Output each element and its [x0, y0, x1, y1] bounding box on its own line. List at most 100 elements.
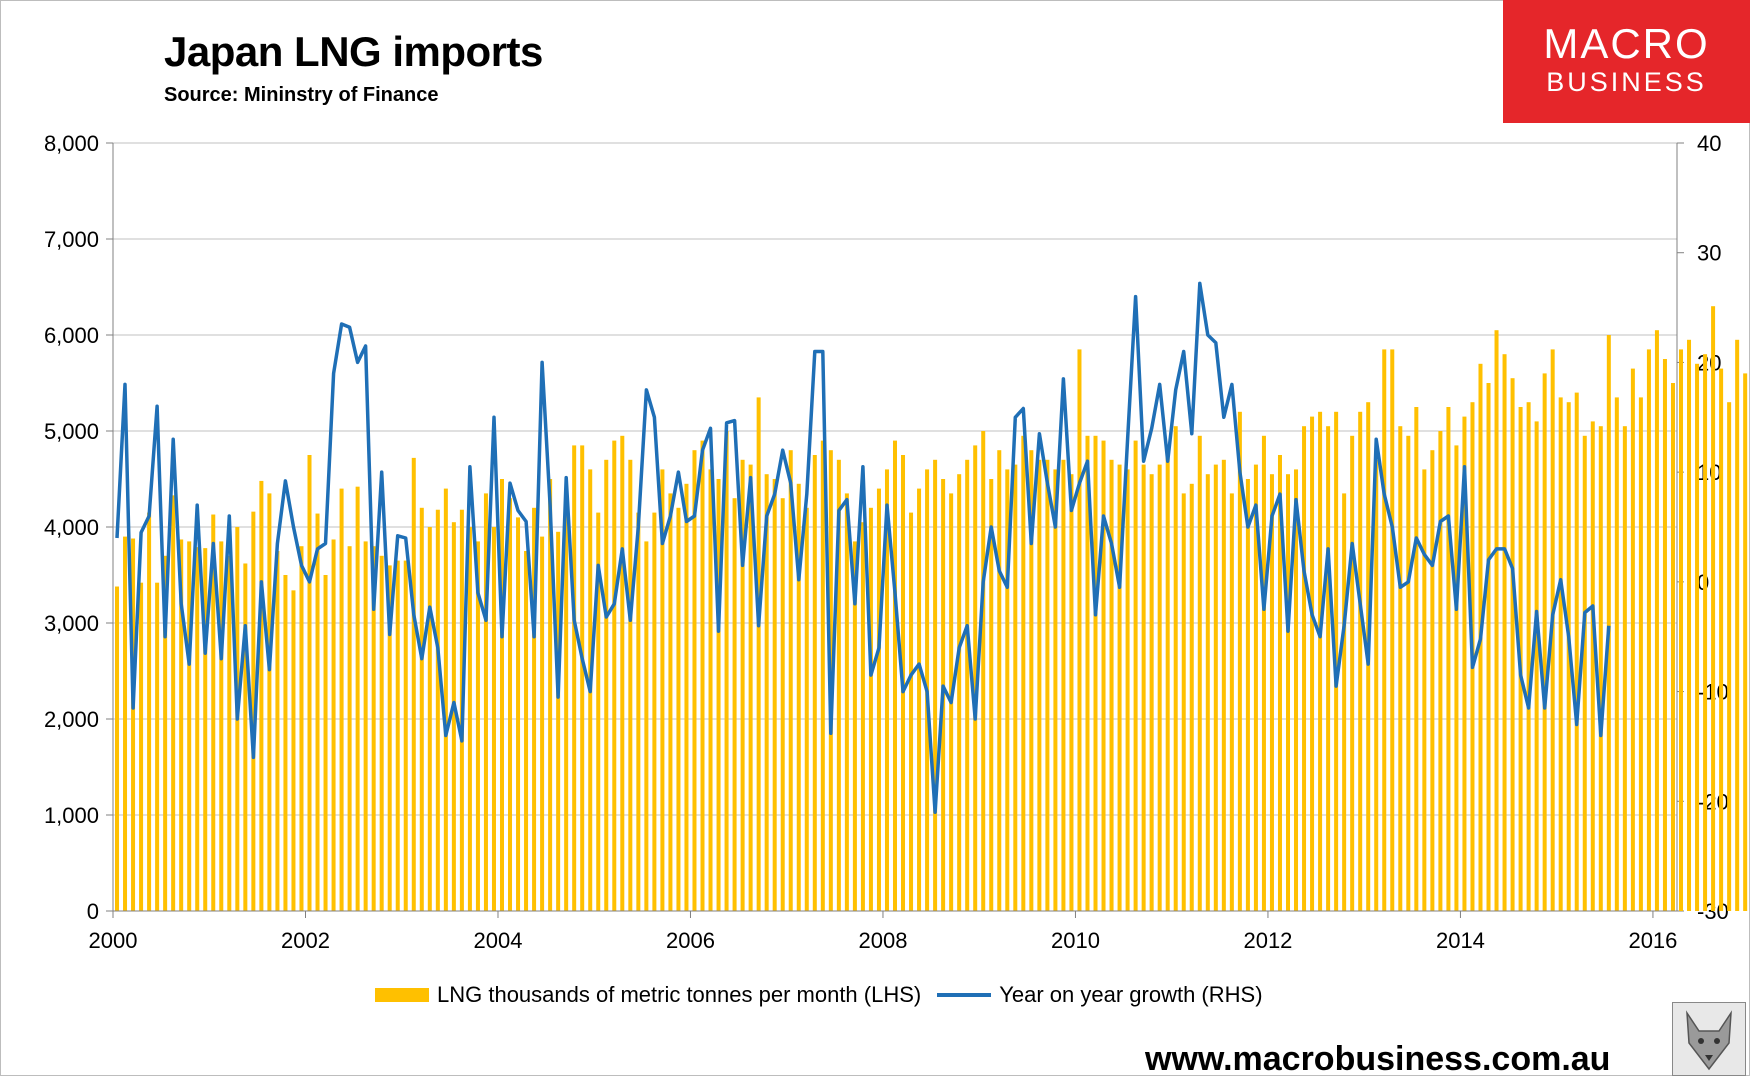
lng-bar: [1085, 435, 1090, 911]
lng-bar: [1622, 426, 1627, 911]
lng-bar: [933, 459, 938, 911]
lng-bar: [155, 582, 160, 911]
lng-bar: [852, 541, 857, 911]
x-axis-tick-label: 2012: [1243, 928, 1292, 953]
lng-bar: [700, 440, 705, 911]
lng-bar: [1430, 450, 1435, 911]
lng-bar: [195, 547, 200, 911]
lng-bar: [604, 459, 609, 911]
left-axis-tick-label: 3,000: [44, 611, 99, 636]
lng-bar: [1229, 493, 1234, 911]
left-axis-tick-label: 4,000: [44, 515, 99, 540]
lng-bar: [1189, 483, 1194, 911]
website-url: www.macrobusiness.com.au: [1145, 1040, 1611, 1078]
lng-bar: [1205, 474, 1210, 911]
lng-bar: [243, 563, 248, 911]
lng-bar: [1574, 392, 1579, 912]
lng-bar: [989, 479, 994, 911]
lng-bar: [548, 479, 553, 911]
macrobusiness-logo: MACRO BUSINESS: [1503, 0, 1750, 123]
lng-bar: [1061, 459, 1066, 911]
lng-bar: [965, 459, 970, 911]
lng-bar: [820, 440, 825, 911]
lng-bar: [443, 488, 448, 911]
lng-bar: [660, 469, 665, 911]
lng-bar: [1269, 474, 1274, 911]
lng-bar: [540, 536, 545, 911]
lng-bar: [612, 440, 617, 911]
yoy-growth-line: [115, 281, 1611, 815]
lng-bar: [524, 551, 529, 911]
x-axis-tick-label: 2004: [474, 928, 523, 953]
lng-bar: [1374, 459, 1379, 911]
lng-bar: [467, 527, 472, 911]
lng-bar: [371, 546, 376, 911]
chart-legend: LNG thousands of metric tonnes per month…: [375, 982, 1279, 1008]
lng-bar: [1237, 411, 1242, 911]
legend-line-label: Year on year growth (RHS): [999, 982, 1263, 1007]
lng-bar: [251, 511, 256, 911]
lng-bar: [1173, 426, 1178, 911]
lng-bar: [973, 445, 978, 911]
x-axis-tick-label: 2000: [89, 928, 138, 953]
left-axis-tick-label: 1,000: [44, 803, 99, 828]
lng-bar: [1727, 402, 1732, 911]
legend-line-swatch: [937, 993, 992, 997]
logo-line-1: MACRO: [1543, 20, 1710, 67]
lng-bar: [323, 575, 328, 911]
lng-bar: [1053, 469, 1058, 911]
lng-bar: [1719, 368, 1724, 912]
lng-bar: [957, 474, 962, 911]
lng-bar: [796, 483, 801, 911]
lng-bar: [1326, 426, 1331, 911]
left-axis-tick-label: 8,000: [44, 131, 99, 156]
lng-bar: [508, 498, 513, 911]
lng-bar: [427, 527, 432, 911]
lng-bar: [1149, 474, 1154, 911]
lng-bar: [1358, 411, 1363, 911]
lng-bar: [131, 538, 136, 911]
lng-bar: [748, 464, 753, 911]
lng-bar: [179, 539, 184, 911]
lng-bar: [1735, 339, 1740, 911]
lng-bar: [1534, 421, 1539, 911]
legend-item-line: Year on year growth (RHS): [937, 982, 1263, 1008]
lng-bar: [1157, 464, 1162, 911]
x-axis-tick-label: 2002: [281, 928, 330, 953]
lng-bar: [307, 455, 312, 911]
lng-bar: [1181, 493, 1186, 911]
lng-bar: [1294, 469, 1299, 911]
lng-bar: [812, 455, 817, 911]
lng-bar: [387, 565, 392, 911]
lng-bar: [123, 536, 128, 911]
lng-bar: [764, 474, 769, 911]
lng-bar: [1390, 349, 1395, 911]
lng-bar: [211, 514, 216, 911]
lng-bar: [219, 541, 224, 911]
lng-bar: [844, 493, 849, 911]
lng-bar: [917, 488, 922, 911]
lng-bar: [1687, 339, 1692, 911]
x-axis-tick-label: 2014: [1436, 928, 1485, 953]
chart-title: Japan LNG imports: [164, 28, 543, 75]
lng-bar: [395, 560, 400, 911]
lng-bar: [836, 459, 841, 911]
lng-imports-chart: 0 1,000 2,000 3,000 4,000 5,000 6,000 7,000 8,00…: [44, 131, 1748, 953]
lng-bar: [1029, 450, 1034, 911]
lng-bar: [708, 469, 713, 911]
lng-bar: [716, 479, 721, 911]
legend-item-bars: LNG thousands of metric tonnes per month…: [375, 982, 921, 1008]
left-axis-tick-label: 0: [87, 899, 99, 924]
lng-bar: [1654, 330, 1659, 911]
x-axis-tick-label: 2016: [1628, 928, 1677, 953]
lng-bar: [556, 531, 561, 911]
logo-line-2: BUSINESS: [1546, 67, 1707, 97]
lng-bar: [1101, 440, 1106, 911]
lng-bar: [403, 560, 408, 911]
lng-bar: [411, 457, 416, 911]
lng-bar: [1310, 416, 1315, 911]
lng-bar: [1133, 440, 1138, 911]
lng-bar: [1462, 416, 1467, 911]
x-axis-tick-label: 2008: [858, 928, 907, 953]
lng-bar: [115, 586, 120, 911]
